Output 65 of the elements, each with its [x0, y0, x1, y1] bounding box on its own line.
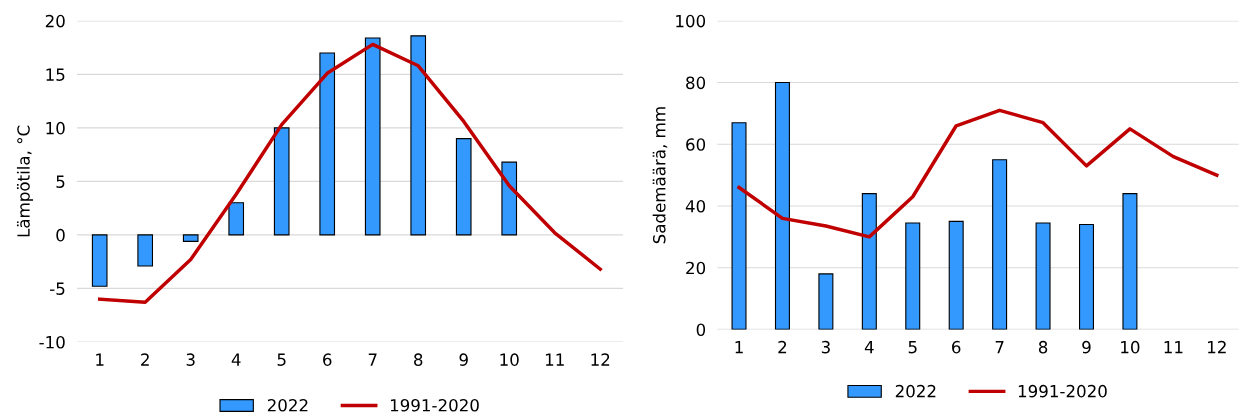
bar [948, 220, 964, 330]
line-series [97, 42, 602, 305]
x-tick-label: 4 [864, 341, 874, 354]
x-tick-label: 10 [500, 353, 519, 366]
y-tick-label: -10 [39, 335, 65, 349]
bar [1035, 222, 1051, 330]
bar [818, 273, 834, 330]
y-tick-label: 80 [686, 76, 706, 90]
x-tick-label: 10 [1121, 340, 1140, 354]
y-tick-label: 60 [686, 138, 706, 151]
x-tick-label: 8 [414, 353, 423, 366]
y-tick-label: 5 [56, 175, 65, 188]
y-tick-label: 10 [46, 121, 65, 135]
x-tick-label: 7 [368, 353, 377, 366]
bar [905, 222, 921, 330]
legend-label: 1991-2020 [1018, 384, 1107, 398]
bar [182, 234, 199, 242]
x-tick-label: 9 [459, 353, 468, 366]
bar [1078, 223, 1095, 330]
y-tick-label: 0 [696, 323, 706, 336]
x-tick-label: 9 [1082, 340, 1091, 354]
x-tick-label: 1 [735, 341, 743, 354]
x-tick-label: 1 [96, 353, 104, 366]
x-tick-label: 11 [1164, 341, 1183, 354]
x-tick-label: 3 [186, 353, 195, 366]
legend-label: 2022 [267, 398, 308, 412]
x-tick-label: 7 [995, 341, 1004, 354]
x-tick-label: 3 [821, 340, 830, 354]
bar [1122, 193, 1138, 330]
y-tick-label: 15 [46, 68, 65, 81]
x-tick-label: 5 [277, 353, 286, 366]
bar [319, 52, 336, 236]
bar [731, 122, 747, 330]
bar [861, 193, 877, 330]
y-tick-label: 20 [686, 261, 706, 275]
y-axis-title: Sademäärä, mm [652, 107, 668, 244]
line-series [737, 108, 1219, 239]
y-tick-label: 20 [45, 14, 65, 28]
y-tick-label: 40 [685, 199, 706, 213]
legend-label: 1991-2020 [390, 398, 479, 412]
x-tick-label: 6 [323, 353, 332, 366]
bar [774, 82, 790, 330]
y-tick-label: 100 [676, 14, 706, 28]
x-tick-label: 12 [591, 353, 610, 366]
x-tick-label: 4 [231, 353, 241, 366]
x-tick-label: 8 [1038, 340, 1048, 354]
bar [455, 138, 472, 236]
y-tick-label: 0 [56, 228, 65, 242]
y-tick-label: -5 [50, 282, 65, 295]
bar [273, 127, 290, 236]
x-tick-label: 6 [952, 340, 961, 354]
bar [137, 234, 154, 267]
bar [364, 37, 381, 236]
x-tick-label: 2 [141, 353, 149, 366]
x-tick-label: 5 [908, 341, 917, 354]
bar [501, 161, 518, 236]
bar [410, 35, 427, 236]
x-tick-label: 12 [1208, 340, 1226, 354]
bar [228, 202, 245, 236]
bar [91, 234, 108, 287]
x-tick-label: 11 [545, 353, 564, 366]
bar [992, 159, 1008, 330]
y-axis-title: Lämpötila, °C [16, 125, 34, 237]
x-tick-label: 2 [778, 340, 787, 354]
legend-label: 2022 [895, 384, 936, 398]
